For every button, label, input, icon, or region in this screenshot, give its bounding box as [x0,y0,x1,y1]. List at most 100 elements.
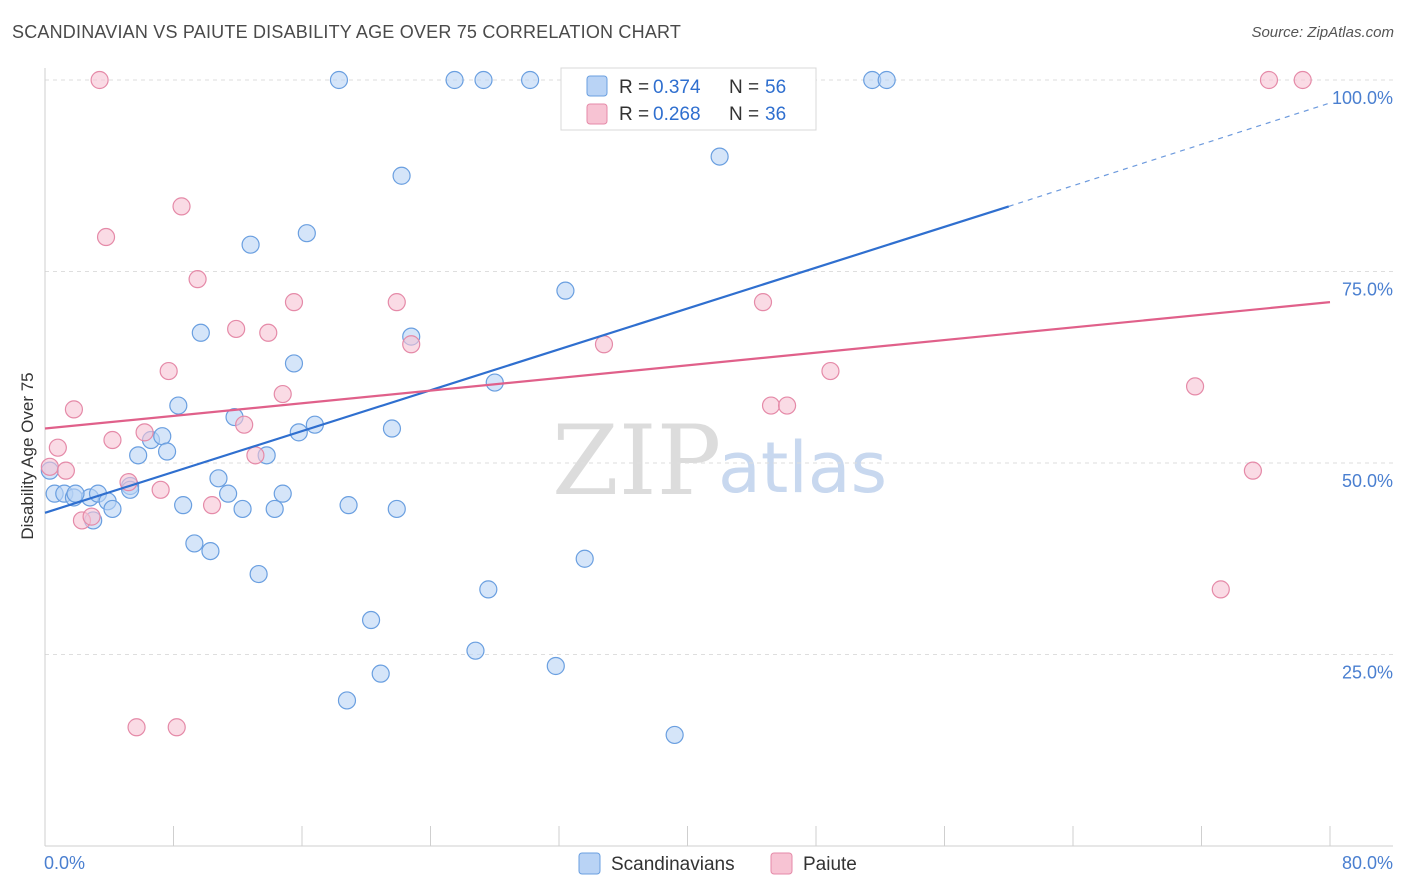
paiute-point [273,384,292,404]
scandinavians-point [556,281,575,300]
paiute-point [167,718,186,737]
paiute-point [284,293,304,312]
y-tick-label: 25.0% [1342,663,1393,683]
paiute-point [151,480,170,499]
scandinavians-point [249,564,268,584]
paiute-point [119,473,138,492]
paiute-point [761,396,781,415]
scandinavians-point [174,496,193,515]
paiute-point [48,438,67,457]
scandinavians-point [169,396,188,415]
y-axis-title: Disability Age Over 75 [18,372,37,539]
scandinavians-point [474,70,493,90]
paiute-point [202,496,222,515]
bottom-legend-label-paiute: Paiute [803,854,857,875]
chart-title: SCANDINAVIAN VS PAIUTE DISABILITY AGE OV… [12,22,682,42]
paiute-point [188,270,207,289]
legend-r-value: 0.374 [653,77,701,98]
paiute-point [227,319,246,339]
paiute-point [56,461,75,480]
scandinavians-trend-extension [1008,102,1331,207]
scandinavians-point [329,70,349,90]
paiute-point [259,323,278,342]
scandinavians-point [66,484,85,503]
scandinavians-point [710,147,729,166]
watermark: ZIP atlas [552,405,887,517]
paiute-point [1259,70,1279,90]
y-tick-label: 100.0% [1332,88,1393,108]
paiute-point [1293,70,1312,90]
legend-n-value: 36 [765,104,786,125]
scandinavians-point [157,442,177,461]
scandinavians-point [485,373,504,392]
paiute-point [402,335,421,354]
paiute-point [82,507,101,526]
scandinavians-point [546,656,565,676]
paiute-point [246,446,265,465]
bottom-legend-label-scandinavians: Scandinavians [611,854,735,875]
scandinavians-point [284,354,304,373]
legend-n-label: N = [729,104,759,125]
scandinavians-point [153,427,172,446]
y-tick-label: 75.0% [1342,280,1393,300]
watermark-atlas: atlas [718,427,887,509]
paiute-point [821,361,840,381]
scandinavians-point [297,224,316,243]
gridlines [45,79,1393,655]
scandinavians-point [665,725,684,745]
paiute-point [594,335,614,354]
scandinavians-point [479,580,498,599]
scandinavians-point [361,610,381,630]
paiute-point [103,430,122,450]
paiute-point [172,197,191,216]
paiute-point [96,227,116,247]
scandinavians-point [382,419,402,438]
legend-n-value: 56 [765,77,786,98]
y-tick-label: 50.0% [1342,471,1393,491]
scandinavians-point [103,499,122,519]
legend-r-label: R = [619,104,649,125]
paiute-point [90,70,109,90]
paiute-point [64,400,84,419]
paiute-point [387,293,406,312]
legend-n-label: N = [729,77,759,98]
paiute-point [127,718,146,737]
scandinavians-point [466,641,485,660]
legend-swatch-scandinavians [586,75,608,97]
scandinavians-point [371,664,390,683]
scandinavians-point [392,166,411,185]
legend-swatch-paiute [586,103,608,125]
bottom-legend-swatch-paiute [770,852,793,875]
x-tick-label-min: 0.0% [44,853,85,873]
scandinavians-point [265,499,284,519]
y-tick-labels: 25.0% 50.0% 75.0% 100.0% [1332,88,1393,683]
paiute-point [135,423,154,442]
scandinavians-trend-line [44,205,1010,514]
scandinavians-point [337,691,357,710]
series-legend: Scandinavians Paiute [578,852,857,875]
scandinavians-point [575,549,594,568]
scandinavians-point [339,496,358,515]
scandinavians-point [273,484,292,503]
scandinavians-point [233,499,252,519]
scandinavians-point [241,235,260,254]
scandinavians-point [877,70,896,90]
paiute-point [1185,377,1205,396]
correlation-legend: R = 0.374 N = 56 R = 0.268 N = 36 [560,67,817,131]
scandinavians-point [219,484,238,503]
paiute-point [40,457,59,476]
paiute-trend-line [44,301,1331,430]
trend-lines [44,102,1331,514]
paiute-point [1243,461,1263,480]
scandinavians-point [387,499,406,519]
paiute-point [235,415,254,434]
watermark-zip: ZIP [552,405,721,517]
axes [44,68,1393,847]
scandinavians-point [209,469,228,488]
scandinavians-point [445,70,464,90]
scandinavians-point [520,70,540,90]
paiute-point [753,293,773,312]
scandinavians-point [129,446,148,465]
paiute-point [777,396,797,415]
legend-r-value: 0.268 [653,104,701,125]
